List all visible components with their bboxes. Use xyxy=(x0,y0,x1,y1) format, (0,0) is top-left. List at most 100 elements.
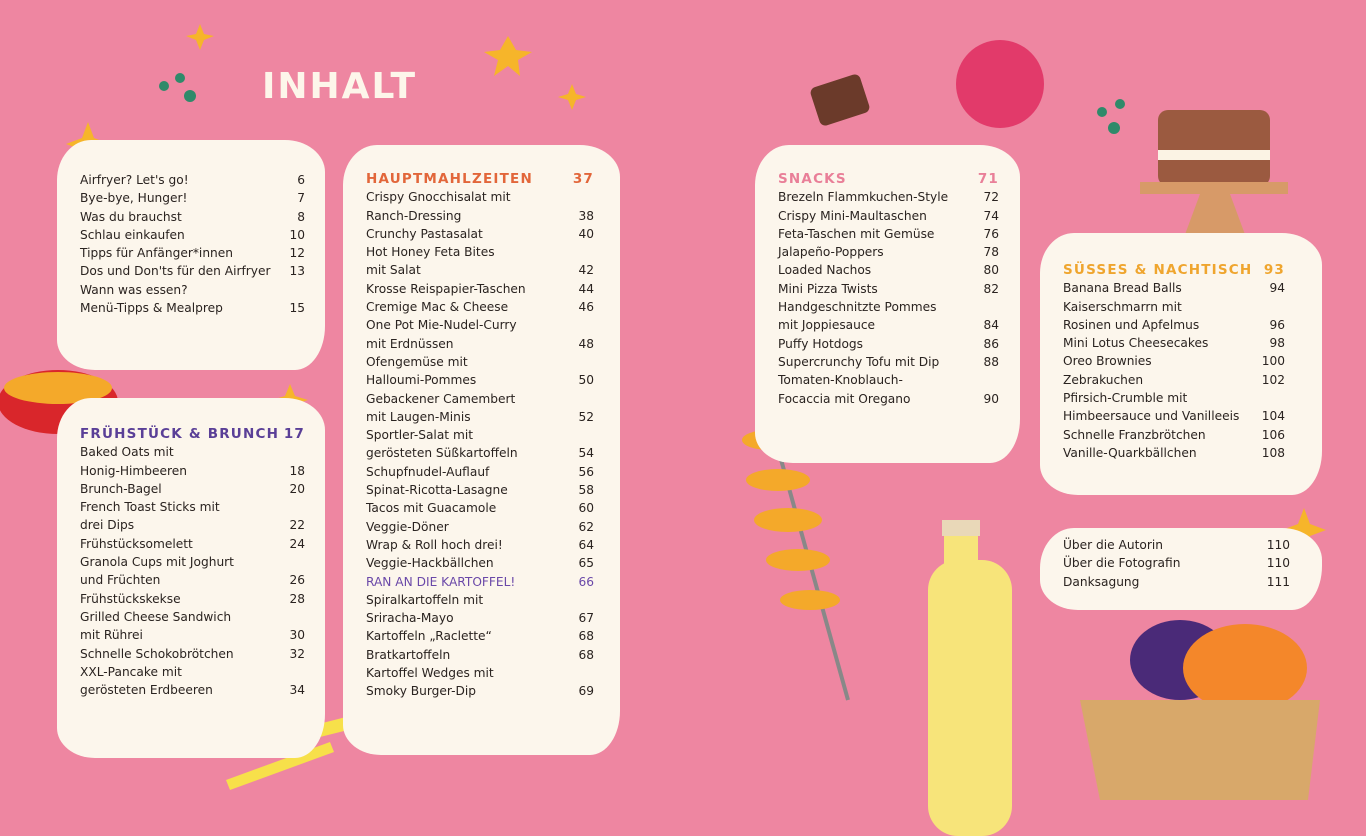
toc-line: Halloumi-Pommes 50 xyxy=(366,371,594,389)
page-number: 110 xyxy=(1266,556,1290,571)
toc-line: mit Salat 42 xyxy=(366,261,594,279)
cake xyxy=(1158,110,1270,186)
toc-line: Rosinen und Apfelmus 96 xyxy=(1063,316,1285,334)
page-number: 86 xyxy=(983,336,999,351)
entry-title: Bye-bye, Hunger! xyxy=(80,191,188,206)
entry-title: mit Salat xyxy=(366,263,421,278)
entry-title: Schlau einkaufen xyxy=(80,227,185,242)
entry-title: Veggie-Döner xyxy=(366,519,449,534)
entry-title: Schupfnudel-Auflauf xyxy=(366,464,490,479)
toc-line: Ranch-Dressing 38 xyxy=(366,207,594,225)
dot xyxy=(1108,122,1120,134)
entry-title: Smoky Burger-Dip xyxy=(366,684,477,699)
page-number: 38 xyxy=(578,208,594,223)
oil-bottle xyxy=(928,560,1012,836)
entry-title: Kartoffeln „Raclette“ xyxy=(366,629,492,644)
entry-title: Kaiserschmarrn mit xyxy=(1063,299,1182,314)
toc-line: Schupfnudel-Auflauf 56 xyxy=(366,463,594,481)
toc-section: Airfryer? Let's go! 6 Bye-bye, Hunger! 7 Was… xyxy=(57,140,325,370)
entry-title: Crunchy Pastasalat xyxy=(366,226,483,241)
dot xyxy=(175,73,185,83)
entry-title: Baked Oats mit xyxy=(80,445,174,460)
entry-title: Granola Cups mit Joghurt xyxy=(80,555,234,570)
toc-line: Crispy Gnocchisalat mit xyxy=(366,188,594,206)
entry-title: Honig-Himbeeren xyxy=(80,463,187,478)
page-number: 100 xyxy=(1261,354,1285,369)
entry-title: Focaccia mit Oregano xyxy=(778,391,911,406)
entry-title: Supercrunchy Tofu mit Dip xyxy=(778,354,940,369)
toc-line: Zebrakuchen 102 xyxy=(1063,371,1285,389)
star xyxy=(1282,508,1326,552)
page-number: 82 xyxy=(983,281,999,296)
entry-title: Crispy Mini-Maultaschen xyxy=(778,208,927,223)
page-number: 110 xyxy=(1266,538,1290,552)
entry-title: Spinat-Ricotta-Lasagne xyxy=(366,483,508,498)
section-heading: Snacks 71 xyxy=(778,170,999,188)
toc-section: Hauptmahlzeiten 37 Crispy Gnocchisalat mit… xyxy=(343,145,620,755)
toc-line: RAN AN DIE KARTOFFEL! 66 xyxy=(366,573,594,591)
toc-line: Jalapeño-Poppers 78 xyxy=(778,243,999,261)
entry-title: Tacos mit Guacamole xyxy=(366,501,497,516)
heading-page: 37 xyxy=(572,171,594,187)
entry-title: Bratkartoffeln xyxy=(366,647,451,662)
page-number: 60 xyxy=(578,501,594,516)
dot xyxy=(1097,107,1107,117)
entry-title: gerösteten Süßkartoffeln xyxy=(366,446,518,461)
entry-title: Tipps für Anfänger*innen xyxy=(80,246,233,261)
page-title: INHALT xyxy=(262,66,418,107)
toc-line: und Früchten 26 xyxy=(80,571,305,589)
heading-page: 17 xyxy=(283,426,305,442)
pumpkin xyxy=(1183,624,1307,712)
entry-title: Veggie-Hackbällchen xyxy=(366,556,494,571)
entry-title: Puffy Hotdogs xyxy=(778,336,864,351)
page-number: 68 xyxy=(578,647,594,662)
entry-title: Halloumi-Pommes xyxy=(366,373,477,388)
dot xyxy=(1115,99,1125,109)
entry-title: Sriracha-Mayo xyxy=(366,611,454,626)
page-number: 50 xyxy=(578,373,594,388)
cake-stand xyxy=(1140,182,1288,194)
entry-title: Brunch-Bagel xyxy=(80,481,162,496)
star xyxy=(558,84,586,110)
toc-line: Gebackener Camembert xyxy=(366,390,594,408)
page-number: 74 xyxy=(983,208,999,223)
page-number: 54 xyxy=(578,446,594,461)
toc-line: Pfirsich-Crumble mit xyxy=(1063,389,1285,407)
toc-line: Brunch-Bagel 20 xyxy=(80,480,305,498)
page-number: 46 xyxy=(578,300,594,315)
entry-title: Airfryer? Let's go! xyxy=(80,173,189,187)
page-number: 94 xyxy=(1269,281,1285,296)
page-number: 84 xyxy=(983,318,999,333)
page-number: 78 xyxy=(983,245,999,260)
page-number: 20 xyxy=(289,481,305,496)
page-number: 40 xyxy=(578,226,594,241)
crate xyxy=(1080,700,1320,800)
dot xyxy=(184,90,196,102)
page-number: 111 xyxy=(1266,574,1290,589)
heading-text: Süsses & Nachtisch xyxy=(1063,262,1253,278)
toc-line: Wann was essen? xyxy=(80,281,305,299)
toc-line: mit Erdnüssen 48 xyxy=(366,335,594,353)
toc-line: Brezeln Flammkuchen-Style 72 xyxy=(778,188,999,206)
toc-line: Was du brauchst 8 xyxy=(80,208,305,226)
entry-title: Frühstücksomelett xyxy=(80,536,193,551)
entry-title: Banana Bread Balls xyxy=(1063,281,1182,296)
entry-title: Pfirsich-Crumble mit xyxy=(1063,391,1188,406)
toc-line: Granola Cups mit Joghurt xyxy=(80,553,305,571)
page-number: 104 xyxy=(1261,409,1285,424)
toc-line: Veggie-Döner 62 xyxy=(366,518,594,536)
heading-text: Hauptmahlzeiten xyxy=(366,171,533,187)
page-number: 76 xyxy=(983,226,999,241)
dot xyxy=(159,81,169,91)
page-number: 30 xyxy=(289,628,305,643)
toc-line: Frühstücksomelett 24 xyxy=(80,535,305,553)
bottle-cork xyxy=(942,520,980,536)
page-number: 26 xyxy=(289,573,305,588)
bowl-food xyxy=(4,372,112,404)
page-number: 65 xyxy=(578,556,594,571)
potato-spiral xyxy=(754,508,822,532)
toc-line: Dos und Don'ts für den Airfryer 13 xyxy=(80,262,305,280)
entry-title: One Pot Mie-Nudel-Curry xyxy=(366,318,517,333)
